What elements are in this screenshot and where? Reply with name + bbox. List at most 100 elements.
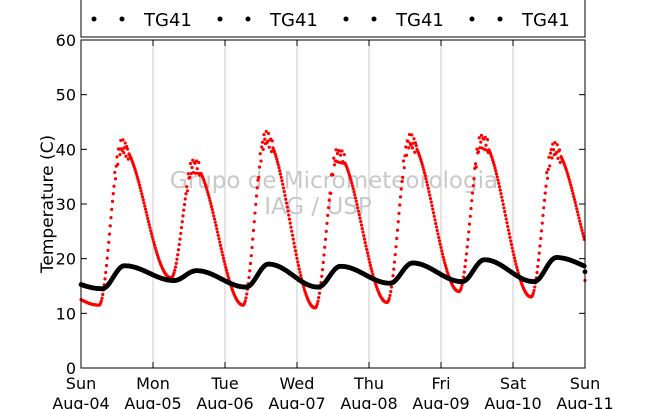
data-point [533, 285, 537, 289]
data-point [260, 140, 265, 144]
data-point [302, 285, 306, 289]
data-point [121, 138, 125, 142]
data-point [414, 144, 418, 148]
data-point [302, 288, 307, 292]
legend-label: TG41 [143, 10, 192, 31]
data-point [413, 141, 418, 145]
data-point [494, 169, 498, 173]
data-point [209, 201, 213, 206]
data-point [254, 194, 259, 198]
data-point [432, 214, 436, 218]
data-point [550, 156, 554, 160]
x-tick-label-day: Wed [280, 374, 315, 393]
data-point [355, 202, 359, 207]
data-point [569, 186, 574, 190]
data-point [215, 227, 219, 231]
data-point [546, 167, 550, 172]
x-tick-label-day: Sun [66, 374, 96, 393]
data-point [399, 187, 403, 191]
data-point [551, 142, 555, 146]
y-tick-label: 60 [56, 31, 76, 50]
legend-marker [119, 16, 125, 22]
data-point [348, 176, 352, 180]
data-point [298, 270, 302, 274]
data-point [179, 226, 184, 230]
data-point [107, 232, 112, 236]
data-point [138, 186, 142, 190]
data-point [255, 186, 259, 190]
data-point [349, 178, 353, 182]
data-point [396, 220, 400, 224]
data-point [125, 144, 129, 149]
data-point [365, 247, 369, 251]
data-point [435, 228, 439, 233]
data-point [400, 179, 404, 184]
data-point [358, 216, 362, 220]
data-point [324, 229, 328, 233]
x-tick-label-day: Sun [570, 374, 600, 393]
data-point [357, 213, 361, 217]
data-point [284, 201, 289, 205]
data-point [360, 227, 364, 231]
data-point [491, 158, 495, 162]
data-point [106, 248, 110, 252]
x-tick-label-date: Aug-07 [268, 394, 325, 409]
data-point [209, 204, 214, 209]
data-point [259, 159, 263, 163]
data-point [503, 210, 507, 214]
data-point [570, 188, 574, 193]
data-point [392, 260, 397, 264]
data-point [366, 254, 370, 258]
data-point [134, 172, 139, 176]
data-point [434, 225, 439, 229]
data-point [104, 263, 109, 268]
data-point [503, 213, 508, 217]
data-point [511, 249, 515, 253]
data-point [193, 161, 197, 165]
data-point [515, 265, 519, 269]
data-point [514, 262, 518, 266]
data-point [419, 157, 423, 162]
data-point [409, 143, 413, 147]
data-point [296, 260, 300, 264]
data-point [412, 137, 416, 141]
series-black [78, 255, 588, 292]
data-point [353, 196, 358, 200]
data-point [467, 222, 472, 226]
data-point [571, 191, 575, 196]
data-point [124, 154, 128, 158]
data-point [150, 234, 154, 239]
data-point [185, 189, 190, 193]
grid [152, 40, 514, 368]
data-point [577, 216, 581, 220]
data-point [288, 221, 292, 225]
data-point [474, 165, 478, 169]
data-point [537, 251, 541, 255]
data-point [280, 179, 284, 183]
data-point [429, 200, 433, 204]
data-point [340, 149, 344, 153]
data-point [361, 230, 365, 234]
data-point [476, 150, 481, 154]
data-point [545, 176, 550, 180]
data-point [404, 153, 409, 157]
data-point [99, 299, 103, 303]
x-axis: SunAug-04MonAug-05TueAug-06WedAug-07ThuA… [52, 40, 614, 409]
data-point [221, 256, 226, 260]
data-point [269, 149, 274, 154]
data-point [440, 249, 444, 253]
data-point [281, 186, 286, 190]
data-point [123, 141, 127, 145]
data-point [351, 187, 355, 191]
data-point [536, 264, 540, 269]
data-point [154, 248, 158, 252]
data-point [492, 163, 496, 167]
legend-marker [343, 16, 349, 22]
data-point [423, 174, 427, 178]
data-point [398, 195, 403, 199]
data-point [282, 190, 286, 194]
y-axis-title: Temperature (C) [38, 135, 58, 274]
data-point [395, 236, 399, 241]
data-point [216, 233, 220, 238]
data-point [183, 197, 187, 201]
